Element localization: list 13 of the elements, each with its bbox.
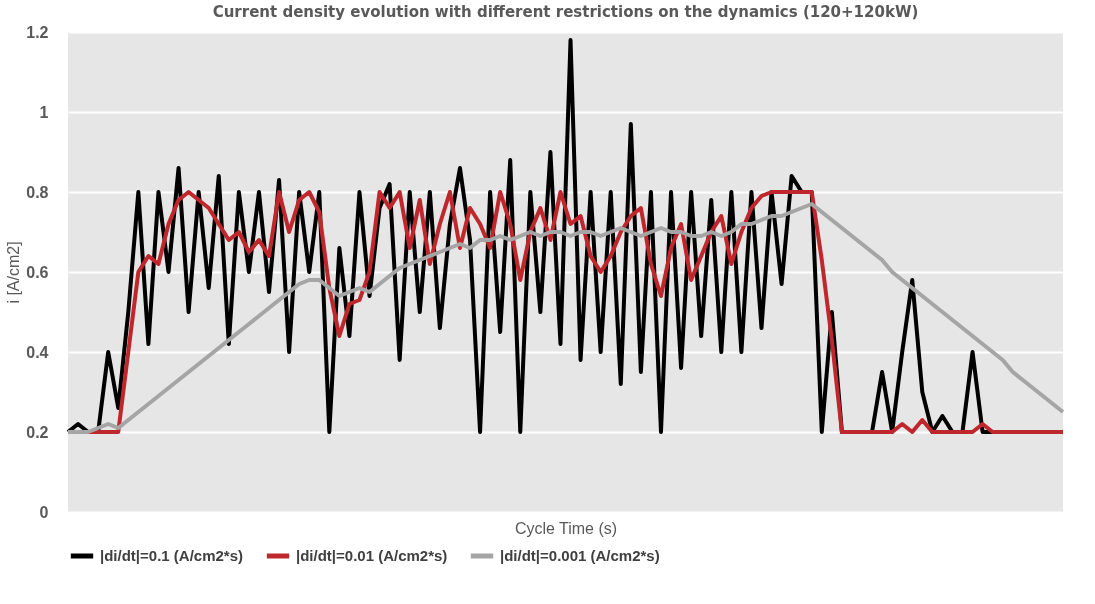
legend-label: |di/dt|=0.001 (A/cm2*s): [500, 547, 660, 564]
y-tick-label: 0: [39, 503, 49, 521]
chart-title: Current density evolution with different restrictions on the dynamics (120+120kW): [212, 3, 919, 21]
y-tick-label: 0.2: [26, 423, 49, 441]
y-tick-label: 0.8: [26, 183, 49, 201]
legend-label: |di/dt|=0.1 (A/cm2*s): [100, 547, 244, 564]
x-axis-title: Cycle Time (s): [514, 519, 618, 537]
y-tick-label: 0.6: [26, 263, 49, 281]
y-tick-label: 0.4: [26, 343, 49, 361]
legend-label: |di/dt|=0.01 (A/cm2*s): [296, 547, 448, 564]
y-axis-title: i [A/cm2]: [5, 241, 23, 304]
y-tick-label: 1.2: [26, 23, 49, 41]
y-tick-label: 1: [39, 103, 49, 121]
